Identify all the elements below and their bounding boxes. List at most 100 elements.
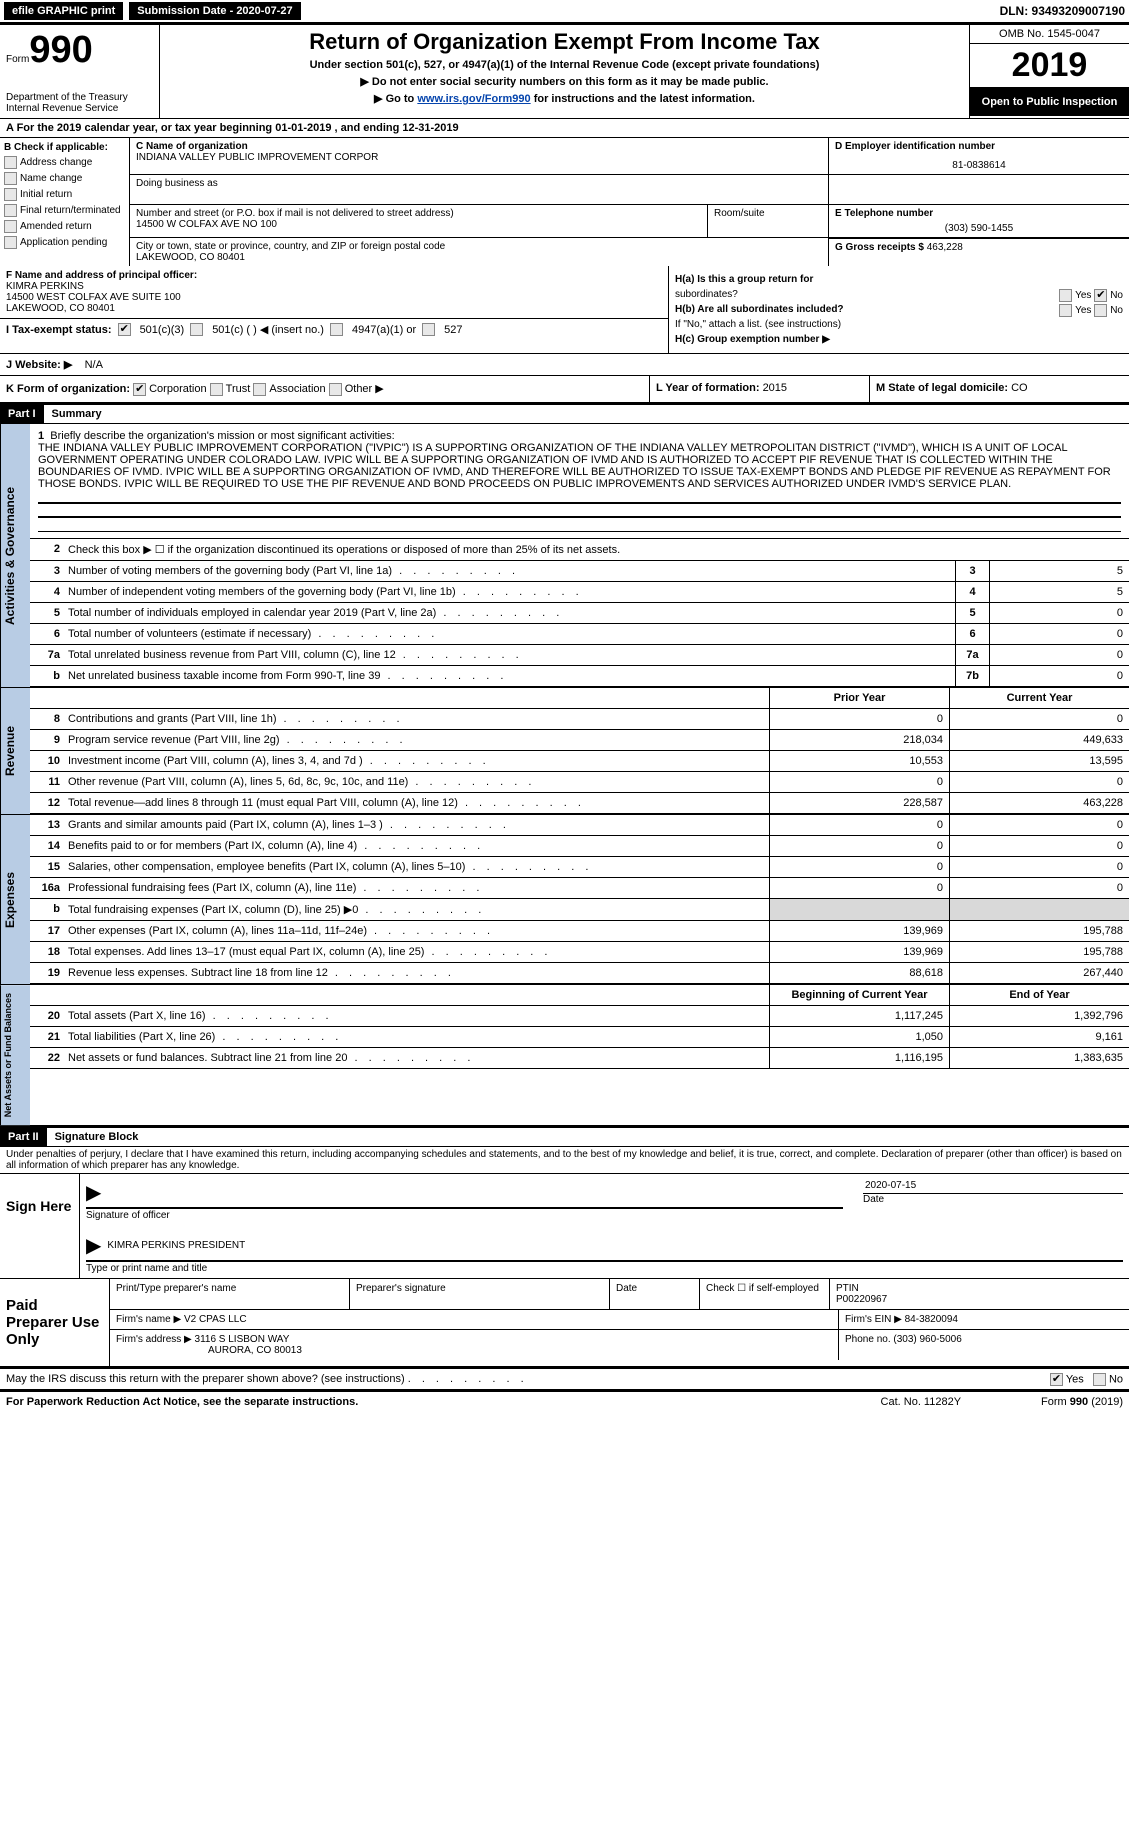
discuss-row: May the IRS discuss this return with the… [0, 1369, 1129, 1392]
check-corporation[interactable] [133, 383, 146, 396]
financial-row: 13Grants and similar amounts paid (Part … [30, 815, 1129, 836]
financial-row: 20Total assets (Part X, line 16)1,117,24… [30, 1006, 1129, 1027]
prior-year-header: Prior Year [769, 688, 949, 708]
hb-no[interactable] [1094, 304, 1107, 317]
financial-row: 10Investment income (Part VIII, column (… [30, 751, 1129, 772]
dept-treasury: Department of the Treasury [6, 92, 153, 103]
part2-tag: Part II [0, 1128, 47, 1146]
firm-addr1: 3116 S LISBON WAY [195, 1334, 290, 1345]
check-trust[interactable] [210, 383, 223, 396]
tax-year: 2019 [970, 44, 1129, 88]
form990-link[interactable]: www.irs.gov/Form990 [417, 93, 530, 105]
check-association[interactable] [253, 383, 266, 396]
gov-row: 6Total number of volunteers (estimate if… [30, 624, 1129, 645]
officer-name-title: KIMRA PERKINS PRESIDENT [107, 1240, 245, 1251]
open-public: Open to Public Inspection [970, 88, 1129, 116]
addr-label: Number and street (or P.O. box if mail i… [136, 208, 701, 219]
sig-date: 2020-07-15 [863, 1178, 1123, 1194]
hc-label: H(c) Group exemption number ▶ [675, 334, 830, 345]
check-initial-return[interactable] [4, 188, 17, 201]
dln: DLN: 93493209007190 [1000, 4, 1125, 18]
end-year-header: End of Year [949, 985, 1129, 1005]
d-label: D Employer identification number [835, 141, 1123, 152]
check-527[interactable] [422, 323, 435, 336]
financial-row: 21Total liabilities (Part X, line 26)1,0… [30, 1027, 1129, 1048]
footer-paperwork: For Paperwork Reduction Act Notice, see … [6, 1396, 358, 1408]
firm-ein: 84-3820094 [905, 1314, 958, 1325]
part1-tag: Part I [0, 405, 44, 423]
signature-arrow-icon: ▶ [86, 1180, 101, 1205]
financial-row: 19Revenue less expenses. Subtract line 1… [30, 963, 1129, 984]
check-address-change[interactable] [4, 156, 17, 169]
form-word: Form [6, 54, 29, 65]
ptin-label: PTIN [836, 1283, 1123, 1294]
firm-addr2: AURORA, CO 80013 [208, 1345, 302, 1356]
name-arrow-icon: ▶ [86, 1233, 101, 1258]
irs-label: Internal Revenue Service [6, 103, 153, 114]
omb-number: OMB No. 1545-0047 [970, 25, 1129, 44]
financial-row: 12Total revenue—add lines 8 through 11 (… [30, 793, 1129, 814]
vert-netassets: Net Assets or Fund Balances [0, 985, 30, 1125]
form-title: Return of Organization Exempt From Incom… [168, 29, 961, 55]
gov-row: 5Total number of individuals employed in… [30, 603, 1129, 624]
ha-no[interactable] [1094, 289, 1107, 302]
check-amended[interactable] [4, 220, 17, 233]
c-label: C Name of organization [136, 141, 822, 152]
firm-phone: (303) 960-5006 [893, 1334, 961, 1345]
addr-value: 14500 W COLFAX AVE NO 100 [136, 219, 701, 230]
sig-officer-label: Signature of officer [86, 1208, 843, 1221]
officer-addr2: LAKEWOOD, CO 80401 [6, 303, 662, 314]
gov-row: 3Number of voting members of the governi… [30, 561, 1129, 582]
begin-year-header: Beginning of Current Year [769, 985, 949, 1005]
hb-yes[interactable] [1059, 304, 1072, 317]
state-domicile: CO [1011, 382, 1028, 394]
financial-row: 17Other expenses (Part IX, column (A), l… [30, 921, 1129, 942]
check-application-pending[interactable] [4, 236, 17, 249]
mission-text: THE INDIANA VALLEY PUBLIC IMPROVEMENT CO… [38, 442, 1111, 490]
discuss-no[interactable] [1093, 1373, 1106, 1386]
room-label: Room/suite [708, 205, 828, 237]
check-final-return[interactable] [4, 204, 17, 217]
check-name-change[interactable] [4, 172, 17, 185]
check-4947[interactable] [330, 323, 343, 336]
financial-row: 22Net assets or fund balances. Subtract … [30, 1048, 1129, 1069]
vert-revenue: Revenue [0, 688, 30, 814]
telephone: (303) 590-1455 [835, 223, 1123, 234]
check-other[interactable] [329, 383, 342, 396]
city-value: LAKEWOOD, CO 80401 [136, 252, 822, 263]
check-501c3[interactable] [118, 323, 131, 336]
submission-date-button[interactable]: Submission Date - 2020-07-27 [129, 2, 300, 20]
ein-value: 81-0838614 [835, 160, 1123, 171]
gross-receipts: 463,228 [927, 242, 963, 253]
financial-row: 11Other revenue (Part VIII, column (A), … [30, 772, 1129, 793]
year-formation: 2015 [763, 382, 787, 394]
city-label: City or town, state or province, country… [136, 241, 822, 252]
sig-date-label: Date [863, 1194, 1123, 1205]
form-number: 990 [29, 29, 92, 71]
name-title-label: Type or print name and title [86, 1261, 1123, 1274]
footer-catno: Cat. No. 11282Y [881, 1396, 962, 1408]
dba-label: Doing business as [136, 178, 822, 189]
financial-row: bTotal fundraising expenses (Part IX, co… [30, 899, 1129, 921]
vert-governance: Activities & Governance [0, 424, 30, 687]
header-sub1: Under section 501(c), 527, or 4947(a)(1)… [168, 59, 961, 71]
org-name: INDIANA VALLEY PUBLIC IMPROVEMENT CORPOR [136, 152, 822, 163]
preparer-sig-header: Preparer's signature [350, 1279, 610, 1309]
part1-title: Summary [44, 405, 110, 423]
form-header: Form990 Department of the Treasury Inter… [0, 25, 1129, 118]
footer-formref: Form 990 (2019) [1041, 1396, 1123, 1408]
gov-row: 4Number of independent voting members of… [30, 582, 1129, 603]
paid-preparer-label: Paid Preparer Use Only [0, 1279, 110, 1366]
discuss-yes[interactable] [1050, 1373, 1063, 1386]
gov-row: 7aTotal unrelated business revenue from … [30, 645, 1129, 666]
ptin-value: P00220967 [836, 1294, 1123, 1305]
efile-print-button[interactable]: efile GRAPHIC print [4, 2, 123, 20]
gov-row: bNet unrelated business taxable income f… [30, 666, 1129, 687]
financial-row: 16aProfessional fundraising fees (Part I… [30, 878, 1129, 899]
financial-row: 14Benefits paid to or for members (Part … [30, 836, 1129, 857]
f-label: F Name and address of principal officer: [6, 270, 662, 281]
gov-row: 2Check this box ▶ ☐ if the organization … [30, 539, 1129, 561]
ha-yes[interactable] [1059, 289, 1072, 302]
officer-addr1: 14500 WEST COLFAX AVE SUITE 100 [6, 292, 662, 303]
check-501c[interactable] [190, 323, 203, 336]
